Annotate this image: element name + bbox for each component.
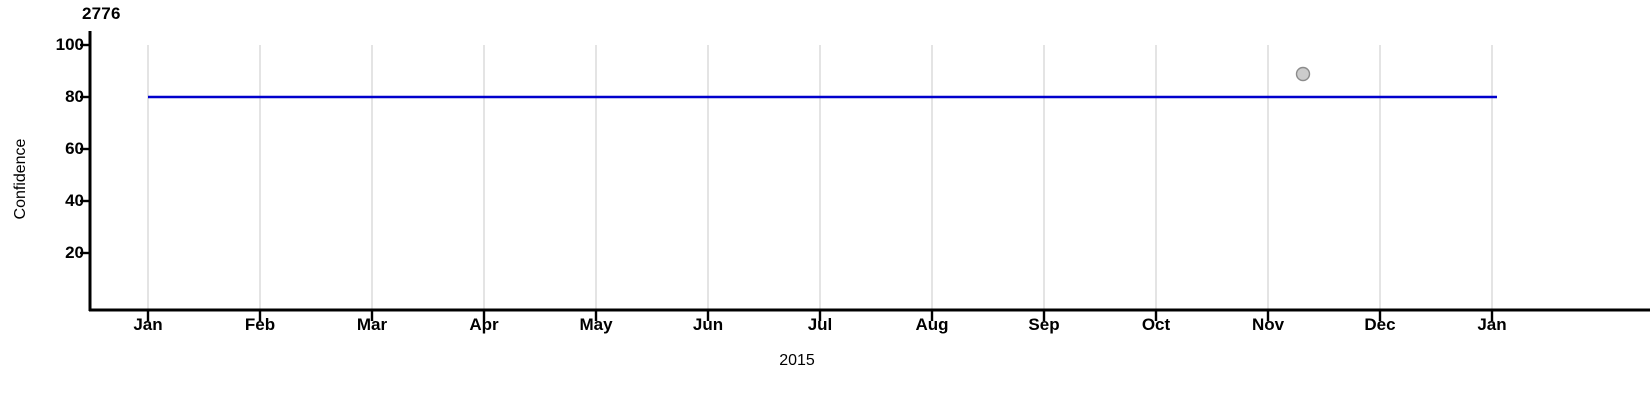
- x-tick-label-jul: Jul: [807, 315, 833, 334]
- y-tick-label-40: 40: [65, 191, 84, 210]
- chart-title: 2776: [82, 4, 121, 23]
- y-axis-ticks: [80, 43, 90, 255]
- x-tick-label-mar: Mar: [356, 315, 388, 334]
- x-tick-label-feb: Feb: [244, 315, 276, 334]
- x-axis-title-text: 2015: [779, 352, 815, 369]
- x-tick-label-jan-end: Jan: [1477, 315, 1507, 334]
- x-tick-label-nov: Nov: [1251, 315, 1285, 334]
- y-tick-label-20: 20: [65, 243, 84, 262]
- y-tick-label-100: 100: [55, 35, 84, 54]
- x-tick-label-oct: Oct: [1141, 315, 1171, 334]
- x-axis-title: 2015: [0, 352, 1650, 370]
- x-tick-label-jun: Jun: [692, 315, 724, 334]
- x-tick-label-jan-start: Jan: [133, 315, 163, 334]
- x-tick-label-dec: Dec: [1364, 315, 1396, 334]
- y-tick-label-60: 60: [65, 139, 84, 158]
- x-axis-ticks: [146, 310, 1494, 321]
- data-point-marker[interactable]: [1295, 66, 1311, 82]
- y-tick-label-80: 80: [65, 87, 84, 106]
- x-tick-label-apr: Apr: [469, 315, 499, 334]
- x-tick-label-sep: Sep: [1028, 315, 1060, 334]
- gridlines: [147, 45, 1493, 310]
- x-tick-label-aug: Aug: [915, 315, 949, 334]
- x-tick-label-may: May: [579, 315, 613, 334]
